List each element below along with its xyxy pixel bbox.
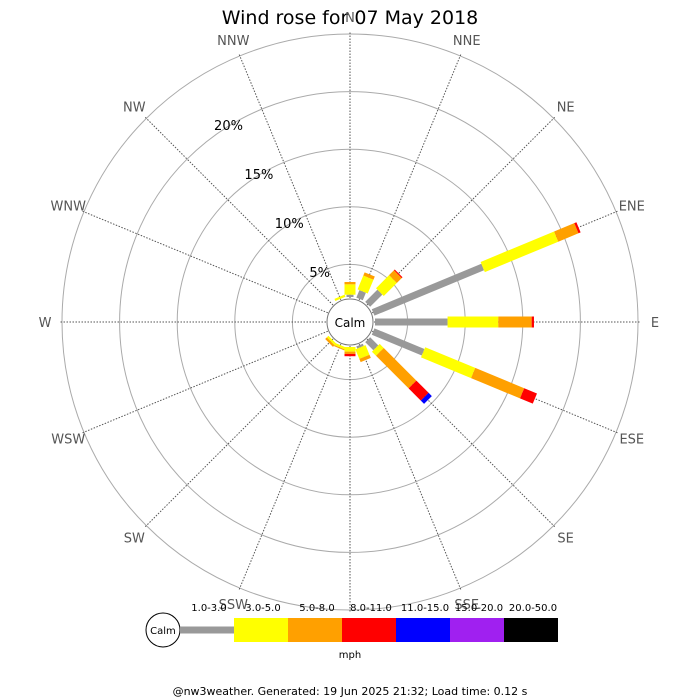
bar-se-bin-2 bbox=[371, 343, 384, 356]
bar-ene-bin-4 bbox=[574, 222, 581, 234]
ring-label-15pct: 15% bbox=[244, 168, 273, 183]
bar-ssw-bin-2 bbox=[334, 342, 346, 350]
bar-nne-bin-2 bbox=[357, 275, 374, 294]
legend-swatch-3 bbox=[288, 618, 342, 642]
bar-s-bin-3 bbox=[344, 351, 356, 354]
direction-label-nnw: NNW bbox=[217, 34, 249, 49]
spoke-sse bbox=[349, 321, 462, 592]
bar-ene-bin-2 bbox=[480, 231, 559, 273]
bar-sw-bin-3 bbox=[325, 337, 335, 347]
legend-swatch-7 bbox=[504, 618, 558, 642]
bar-s-bin-2 bbox=[344, 347, 356, 352]
bar-ese-bin-3 bbox=[471, 367, 525, 399]
spoke-wsw bbox=[80, 321, 351, 434]
bar-ne-bin-2 bbox=[376, 275, 397, 296]
legend-label-4: 8.0-11.0 bbox=[350, 603, 392, 614]
spoke-sw bbox=[143, 321, 351, 529]
direction-label-se: SE bbox=[557, 532, 573, 547]
ring-labels: 5% 10% 15% 20% bbox=[214, 119, 330, 281]
bar-se-bin-1 bbox=[365, 337, 379, 351]
bar-ene-bin-3 bbox=[554, 223, 579, 242]
legend-swatch-5 bbox=[396, 618, 450, 642]
calm-circle: Calm bbox=[326, 298, 374, 346]
bar-ene-bin-1 bbox=[371, 263, 485, 316]
legend-label-6: 15.0-20.0 bbox=[455, 603, 503, 614]
bar-ese-bin-4 bbox=[519, 388, 537, 404]
ring-20pct bbox=[119, 91, 581, 553]
bar-ne-bin-3 bbox=[389, 270, 402, 283]
bar-e-bin-1 bbox=[375, 318, 448, 326]
direction-labels: NNNENEENEEESESESSESSSWSWWSWWWNWNWNNW bbox=[39, 11, 660, 636]
direction-label-wsw: WSW bbox=[51, 433, 85, 448]
bar-e-bin-4 bbox=[531, 316, 534, 328]
calm-label: Calm bbox=[335, 316, 366, 330]
direction-label-ssw: SSW bbox=[219, 598, 249, 613]
ring-label-20pct: 20% bbox=[214, 119, 243, 134]
bar-nne-bin-1 bbox=[356, 290, 366, 301]
direction-label-sw: SW bbox=[124, 532, 145, 547]
ring-label-5pct: 5% bbox=[309, 266, 330, 281]
wind-bars bbox=[325, 222, 581, 404]
bar-n-bin-2 bbox=[344, 284, 356, 295]
bar-sse-bin-2 bbox=[355, 345, 370, 359]
bar-ne-bin-4 bbox=[393, 269, 403, 279]
direction-label-nw: NW bbox=[123, 100, 146, 115]
legend-label-3: 5.0-8.0 bbox=[299, 603, 334, 614]
bar-ese-bin-1 bbox=[371, 328, 425, 356]
ring-label-10pct: 10% bbox=[275, 217, 304, 232]
legend-swatch-4 bbox=[342, 618, 396, 642]
spoke-ssw bbox=[238, 321, 351, 592]
legend-swatch-6 bbox=[450, 618, 504, 642]
bar-se-bin-4 bbox=[408, 380, 429, 401]
direction-label-ne: NE bbox=[557, 100, 575, 115]
bar-ese-bin-2 bbox=[421, 347, 476, 379]
bar-sw-bin-2 bbox=[326, 335, 337, 346]
speed-legend: Calm 1.0-3.0 3.0-5.0 5.0-8.0 8.0-11.0 11.0-1… bbox=[145, 603, 558, 648]
direction-label-sse: SSE bbox=[454, 598, 479, 613]
direction-label-nne: NNE bbox=[453, 34, 481, 49]
legend-label-7: 20.0-50.0 bbox=[509, 603, 557, 614]
legend-calm-label: Calm bbox=[150, 626, 176, 637]
bar-n-bin-1 bbox=[346, 294, 354, 297]
legend-label-5: 11.0-15.0 bbox=[401, 603, 449, 614]
direction-label-n: N bbox=[345, 11, 355, 26]
direction-label-wnw: WNW bbox=[50, 199, 86, 214]
bar-sse-bin-1 bbox=[356, 343, 364, 349]
speed-units-label: mph bbox=[339, 650, 361, 661]
direction-label-e: E bbox=[651, 316, 659, 331]
bar-ne-bin-1 bbox=[365, 289, 383, 307]
bar-n-bin-3 bbox=[344, 282, 356, 285]
bar-se-bin-5 bbox=[420, 392, 432, 404]
bar-e-bin-2 bbox=[447, 316, 499, 328]
direction-label-w: W bbox=[39, 316, 52, 331]
legend-swatch-2 bbox=[234, 618, 288, 642]
direction-label-ese: ESE bbox=[619, 433, 644, 448]
footer-text: @nw3weather. Generated: 19 Jun 2025 21:3… bbox=[173, 685, 528, 698]
bar-nnw-bin-2 bbox=[334, 294, 346, 302]
spoke-nw bbox=[143, 115, 351, 323]
bar-e-bin-3 bbox=[498, 316, 532, 328]
bar-nne-bin-3 bbox=[363, 272, 375, 280]
legend-label-2: 3.0-5.0 bbox=[245, 603, 280, 614]
chart-title: Wind rose for 07 May 2018 bbox=[222, 7, 479, 29]
legend-label-1: 1.0-3.0 bbox=[191, 603, 226, 614]
spoke-nnw bbox=[238, 52, 351, 323]
bar-ssw-bin-3 bbox=[334, 345, 345, 351]
spoke-wnw bbox=[80, 210, 351, 323]
legend-swatch-1 bbox=[180, 626, 234, 634]
bar-sse-bin-3 bbox=[359, 354, 371, 363]
bar-s-bin-4 bbox=[344, 353, 356, 357]
bar-se-bin-3 bbox=[376, 348, 417, 389]
direction-label-ene: ENE bbox=[619, 199, 645, 214]
